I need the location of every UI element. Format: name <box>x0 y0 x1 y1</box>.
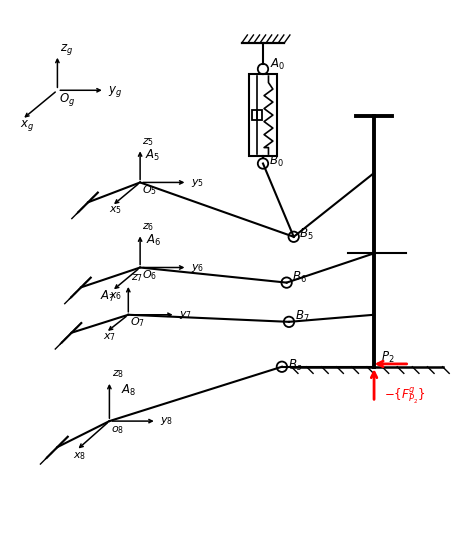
Text: $A_8$: $A_8$ <box>121 383 137 398</box>
Text: $y_7$: $y_7$ <box>179 309 192 321</box>
Text: $y_6$: $y_6$ <box>191 262 204 274</box>
Text: $x_5$: $x_5$ <box>109 205 122 217</box>
Text: $z_8$: $z_8$ <box>112 368 124 380</box>
Text: $z_g$: $z_g$ <box>60 42 73 57</box>
Bar <box>249 74 277 156</box>
Text: $z_6$: $z_6$ <box>143 221 155 233</box>
Text: $o_8$: $o_8$ <box>111 424 125 436</box>
Text: $A_5$: $A_5$ <box>145 148 160 163</box>
Text: $x_7$: $x_7$ <box>103 331 116 343</box>
Bar <box>252 110 262 120</box>
Text: $z_5$: $z_5$ <box>143 136 155 148</box>
Text: $A_6$: $A_6$ <box>146 233 161 248</box>
Text: $y_8$: $y_8$ <box>160 416 173 427</box>
Text: $O_6$: $O_6$ <box>142 268 157 282</box>
Text: $O_5$: $O_5$ <box>142 183 157 197</box>
Text: $-\{F_{P_2}^g\}$: $-\{F_{P_2}^g\}$ <box>383 386 425 406</box>
Text: $B_0$: $B_0$ <box>269 154 284 169</box>
Text: $P_2$: $P_2$ <box>381 350 395 365</box>
Text: $A_0$: $A_0$ <box>270 57 285 72</box>
Text: $B_6$: $B_6$ <box>292 270 307 285</box>
Text: $B_5$: $B_5$ <box>300 227 314 242</box>
Text: $x_8$: $x_8$ <box>73 450 87 462</box>
Text: $x_g$: $x_g$ <box>19 118 34 133</box>
Text: $B_s$: $B_s$ <box>288 358 302 373</box>
Text: $A_7$: $A_7$ <box>100 289 115 304</box>
Text: $B_7$: $B_7$ <box>295 309 309 324</box>
Text: $z_7$: $z_7$ <box>131 272 143 284</box>
Text: $O_g$: $O_g$ <box>59 91 75 108</box>
Text: $y_g$: $y_g$ <box>108 84 122 99</box>
Text: $y_5$: $y_5$ <box>191 177 204 189</box>
Text: $x_6$: $x_6$ <box>109 290 122 302</box>
Text: $O_7$: $O_7$ <box>130 315 145 329</box>
